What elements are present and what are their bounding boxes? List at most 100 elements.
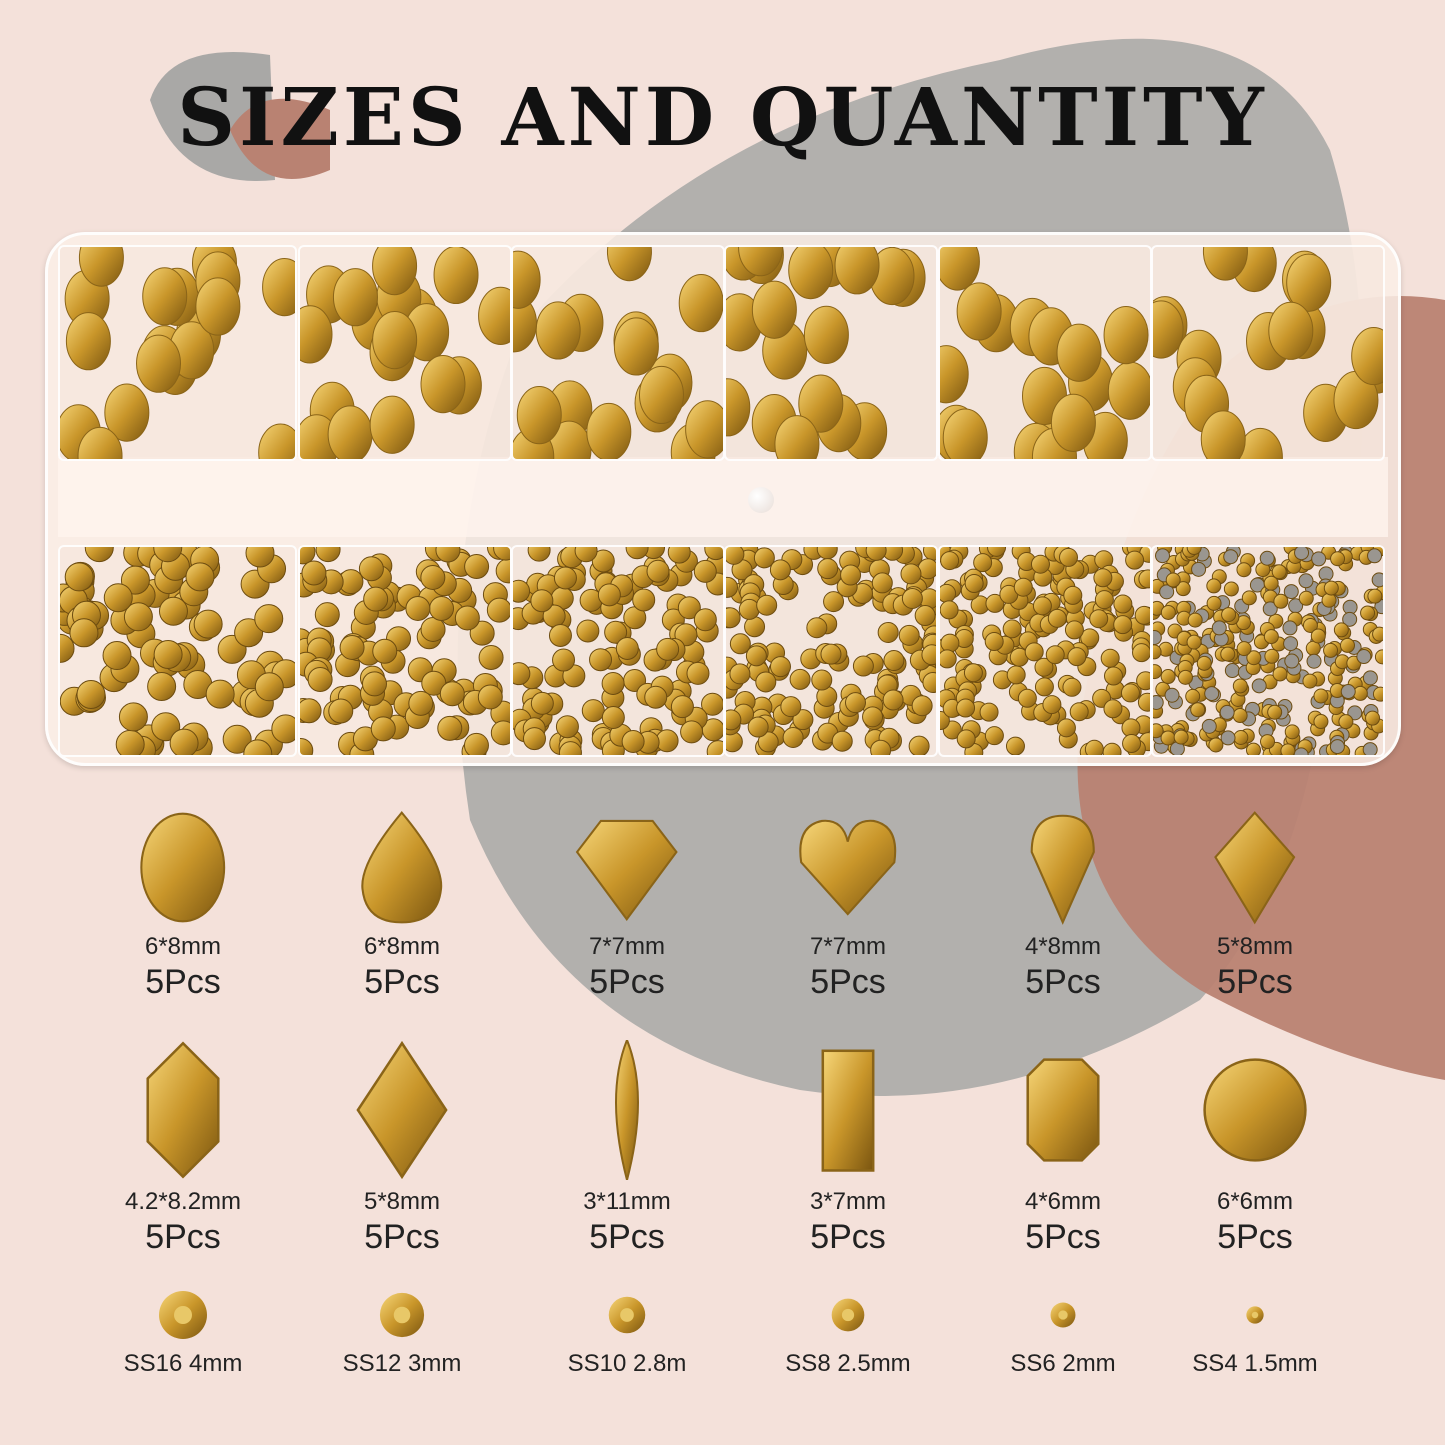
rhinestone	[726, 709, 742, 731]
rhinestone	[1104, 666, 1124, 686]
rhinestone	[693, 559, 717, 583]
rhinestone	[478, 286, 510, 345]
rhinestone	[1330, 551, 1346, 567]
rhinestone	[1283, 636, 1299, 652]
rhinestone	[439, 681, 465, 707]
rhinestone	[1034, 677, 1054, 697]
rhinestone	[553, 566, 577, 590]
rhinestone-shape-item: 4*8mm 5Pcs	[953, 800, 1173, 1002]
rhinestone	[147, 671, 177, 701]
rhinestone	[327, 405, 373, 459]
rhinestone	[1294, 547, 1310, 561]
rhinestone	[883, 650, 905, 672]
round-icon	[1203, 1058, 1307, 1162]
rhinestone	[429, 596, 455, 622]
rhinestone	[1310, 628, 1326, 644]
rhinestone	[747, 716, 769, 738]
rhinestone	[1236, 641, 1252, 657]
tray-compartment	[511, 545, 725, 757]
quantity-label: 5Pcs	[364, 1218, 440, 1256]
rhinestone	[1283, 584, 1299, 600]
rhinestone	[552, 648, 576, 672]
rhinestone	[1200, 410, 1246, 459]
rhinestone	[123, 602, 153, 632]
rhinestone	[1165, 572, 1181, 588]
rhinestone	[1220, 646, 1236, 662]
rhinestone	[1062, 677, 1082, 697]
size-label: 7*7mm	[809, 933, 887, 960]
rhinestone	[1298, 573, 1314, 589]
heart-icon	[799, 819, 897, 916]
rhinestone	[1125, 550, 1145, 570]
rhinestone-shape-item: 3*7mm 5Pcs	[738, 1030, 958, 1257]
rhinestone	[1155, 548, 1171, 564]
rhinestone	[1094, 590, 1114, 610]
tray-compartment	[298, 545, 512, 757]
rhinestone	[1045, 645, 1065, 665]
rhinestone	[469, 620, 495, 646]
rhinestone	[1211, 620, 1227, 636]
hexagon-icon	[146, 1041, 220, 1179]
rhinestone	[1032, 596, 1052, 616]
rhinestone	[586, 402, 632, 459]
rhinestone	[463, 732, 489, 755]
rhinestone	[574, 547, 598, 563]
rhinestone	[254, 604, 284, 634]
rhinestone	[780, 696, 802, 718]
tray-compartment	[58, 245, 297, 461]
rhinestone	[1173, 729, 1189, 745]
rhinestone	[1223, 549, 1239, 565]
rhinestone	[1246, 650, 1262, 666]
rhinestone	[726, 547, 745, 565]
rhinestone	[1160, 604, 1176, 620]
rhinestone	[151, 712, 181, 742]
round-size-label: SS12 3mm	[342, 1350, 462, 1377]
rhinestone	[60, 633, 75, 663]
rhinestone	[625, 547, 649, 560]
rhinestone	[865, 547, 887, 561]
rhinestone	[1064, 620, 1084, 640]
rhinestone	[493, 547, 510, 561]
rhinestone	[942, 408, 988, 459]
rhinestone	[1367, 548, 1383, 564]
quantity-label: 5Pcs	[1217, 1218, 1293, 1256]
rhinestone	[301, 560, 327, 586]
rhinestone	[1321, 592, 1337, 608]
rhinestone	[103, 583, 133, 613]
page-title: SIZES AND QUANTITY	[177, 70, 1268, 164]
rhinestone	[1067, 647, 1087, 667]
rhinestone	[908, 735, 930, 755]
rhinestone	[78, 247, 124, 287]
rhinestone	[788, 247, 834, 300]
rhinestone	[1134, 605, 1150, 625]
tray-compartment	[1151, 245, 1385, 461]
round-size-label: SS4 1.5mm	[1192, 1350, 1318, 1377]
rhinestone	[435, 547, 461, 563]
rhinestone	[834, 247, 880, 295]
quantity-label: 5Pcs	[810, 963, 886, 1001]
rhinestone	[193, 609, 223, 639]
tray-compartment	[724, 545, 938, 757]
rhinestone	[530, 589, 554, 613]
rhinestone-shape-item: 6*8mm 5Pcs	[292, 800, 512, 1002]
rhinestone	[1153, 300, 1184, 359]
rhinestone	[1160, 669, 1176, 685]
rhinestone	[64, 562, 94, 592]
rhinestone	[372, 247, 418, 296]
rhinestone	[1002, 619, 1022, 639]
rhinestone	[1340, 684, 1356, 700]
rhinestone	[738, 247, 784, 277]
rhinestone	[454, 605, 480, 631]
rhinestone	[1013, 577, 1033, 597]
rhinestone	[1298, 590, 1314, 606]
size-label: 6*8mm	[144, 933, 222, 960]
rhinestone	[300, 305, 333, 364]
rhinestone	[1338, 714, 1354, 730]
rhinestone	[1153, 723, 1164, 739]
tray-compartment	[511, 245, 725, 461]
rhinestone	[606, 247, 652, 282]
rhinestone	[1339, 637, 1355, 653]
rhinestone	[1120, 683, 1140, 703]
rhinestone-shape-item: 3*11mm 5Pcs	[517, 1030, 737, 1257]
rhinestone	[1190, 702, 1206, 718]
